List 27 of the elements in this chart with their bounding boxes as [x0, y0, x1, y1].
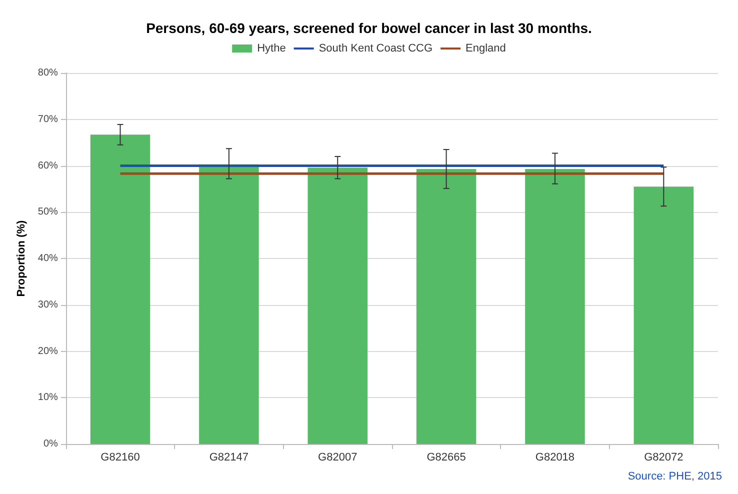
y-tick-label: 40% — [38, 253, 58, 264]
bar — [416, 168, 476, 444]
y-tick-label: 50% — [38, 206, 58, 218]
chart-title: Persons, 60-69 years, screened for bowel cancer in last 30 months. — [146, 20, 592, 36]
y-tick-label: 80% — [38, 68, 58, 78]
legend-label: South Kent Coast CCG — [318, 42, 433, 54]
y-axis-title: Proportion (%) — [16, 220, 28, 297]
legend-label: England — [466, 42, 506, 54]
x-tick-label: G82147 — [209, 452, 249, 464]
y-tick-label: 10% — [38, 392, 58, 404]
bar — [525, 168, 585, 444]
y-tick-label: 60% — [38, 160, 58, 172]
x-tick-label: G82007 — [318, 452, 358, 464]
source-note: Source: PHE, 2015 — [628, 470, 722, 482]
x-tick-label: G82160 — [100, 452, 140, 464]
legend-label: Hythe — [257, 42, 286, 54]
y-tick-label: 0% — [43, 438, 58, 450]
bar — [199, 164, 259, 444]
x-tick-label: G82018 — [535, 452, 575, 464]
bar — [634, 186, 694, 444]
y-tick-label: 20% — [38, 346, 58, 357]
bar — [308, 168, 368, 444]
x-tick-label: G82072 — [644, 452, 684, 464]
y-tick-label: 30% — [38, 299, 58, 310]
x-tick-label: G82665 — [426, 452, 466, 464]
y-tick-label: 70% — [38, 114, 58, 125]
bar — [90, 134, 150, 444]
